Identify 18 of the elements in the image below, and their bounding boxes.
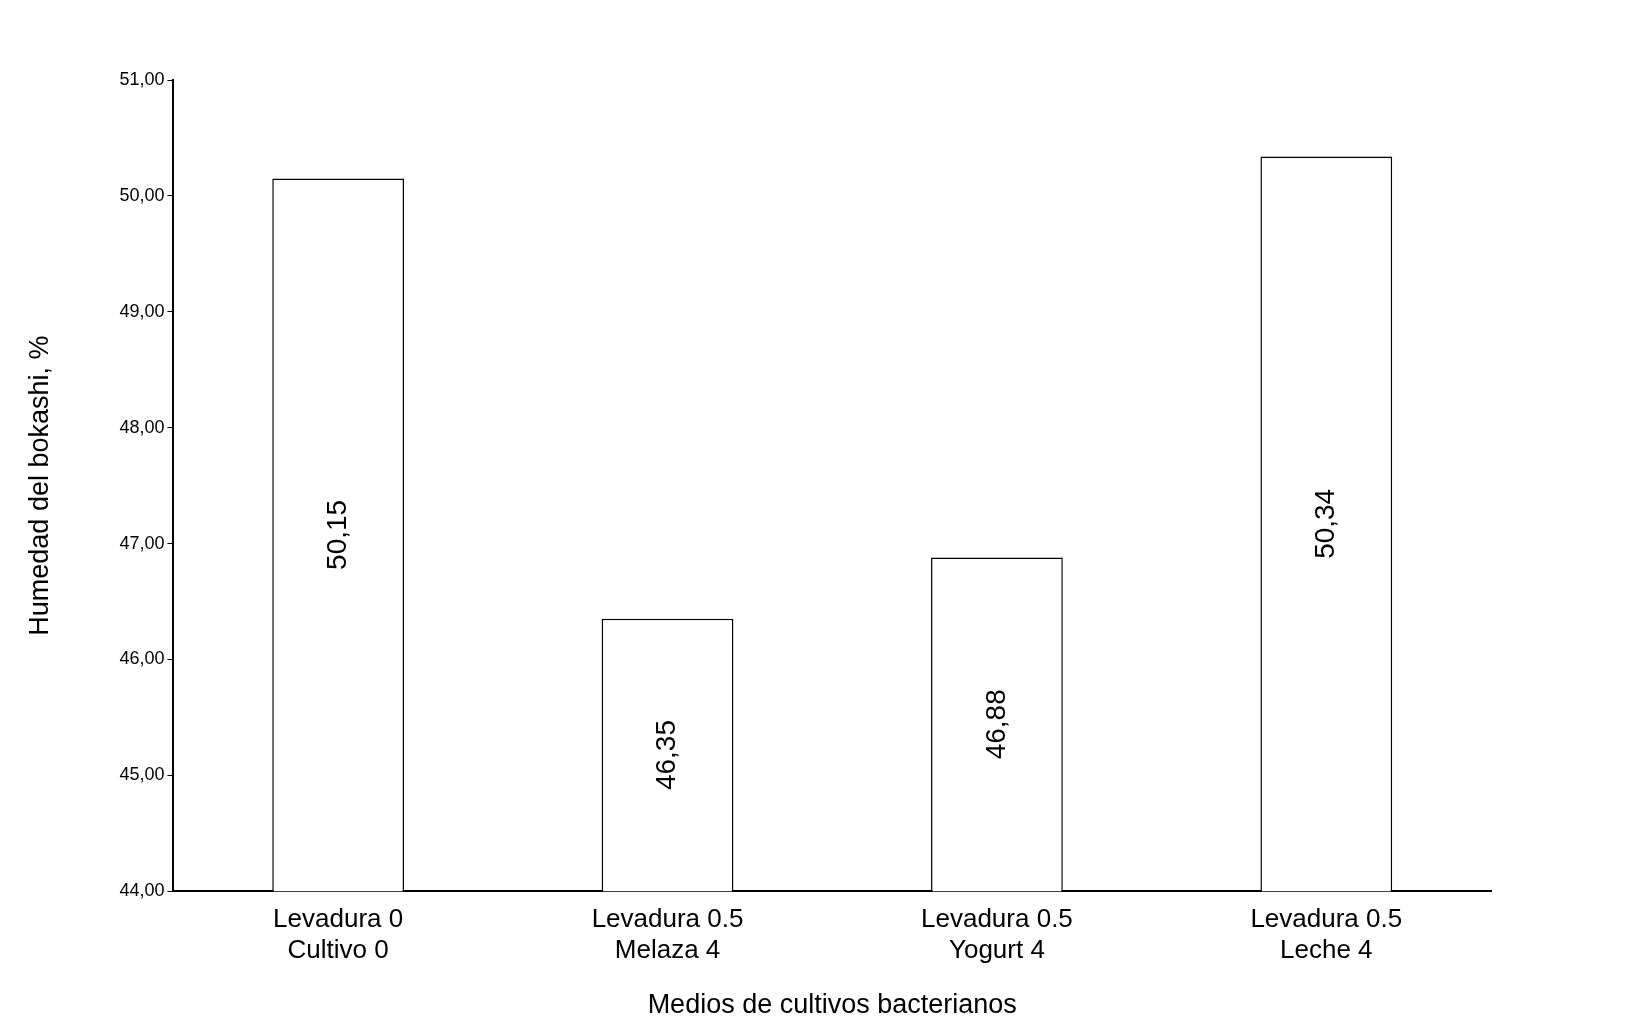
x-tick-label: Levadura 0.5 Melaza 4 <box>591 902 744 965</box>
data-label: 50,15 <box>320 499 352 570</box>
y-tick-label: 47,00 <box>119 532 165 553</box>
data-label: 46,88 <box>979 689 1011 760</box>
data-label: 50,34 <box>1309 488 1341 559</box>
y-axis-title: Humedad del bokashi, % <box>23 335 54 636</box>
x-tick-label: Levadura 0 Cultivo 0 <box>273 902 404 965</box>
y-tick-label: 44,00 <box>119 880 165 901</box>
y-tick-label: 48,00 <box>119 416 165 437</box>
y-tick-label: 46,00 <box>119 648 165 669</box>
x-tick-label: Levadura 0.5 Yogurt 4 <box>921 902 1073 965</box>
y-tick-label: 50,00 <box>119 184 165 205</box>
data-label: 46,35 <box>650 720 682 791</box>
x-axis-title: Medios de cultivos bacterianos <box>647 989 1017 1020</box>
y-tick-label: 51,00 <box>119 68 165 89</box>
y-tick-label: 45,00 <box>119 764 165 785</box>
y-tick-label: 49,00 <box>119 300 165 321</box>
x-tick-label: Levadura 0.5 Leche 4 <box>1250 902 1403 965</box>
